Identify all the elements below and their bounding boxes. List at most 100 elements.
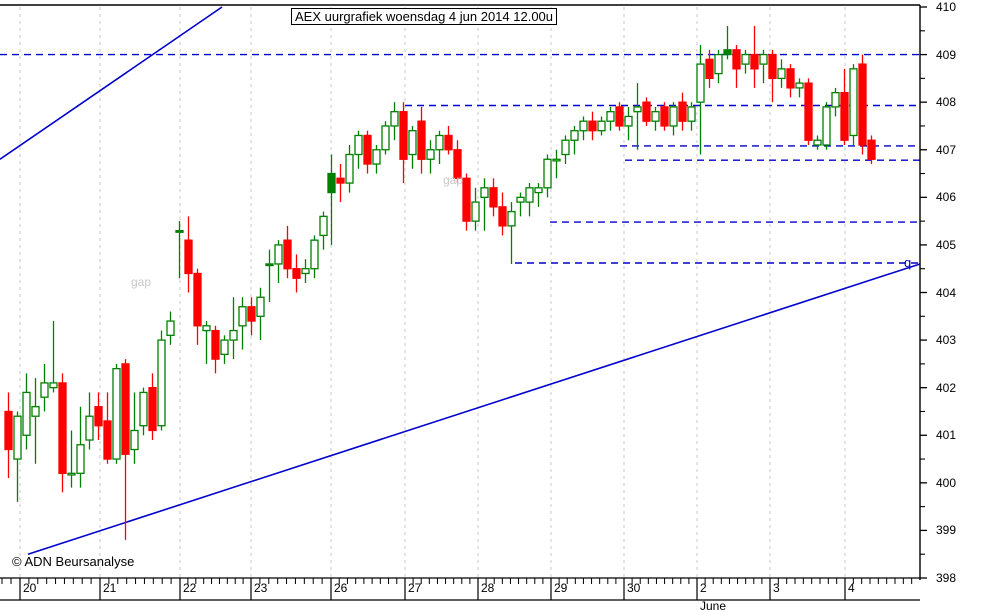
candlestick	[274, 240, 283, 283]
candlestick	[777, 59, 786, 88]
candlestick	[256, 287, 265, 341]
x-tick-label: 29	[554, 581, 568, 595]
trendline-lower-support	[27, 263, 921, 555]
q-trendline-marker: q	[904, 254, 912, 270]
candlestick	[498, 192, 507, 236]
candlestick	[121, 359, 130, 540]
x-tick-label: 20	[23, 581, 37, 595]
x-tick-label: 3	[773, 581, 780, 595]
y-tick-label: 403	[936, 333, 957, 348]
candlestick	[597, 116, 606, 136]
candlestick	[633, 83, 642, 150]
candlesticks-group	[4, 26, 876, 540]
candlestick	[184, 216, 193, 293]
x-tick-label: 28	[481, 581, 495, 595]
candlestick	[588, 111, 597, 141]
candlestick	[408, 125, 417, 169]
y-tick-label: 407	[936, 142, 957, 157]
gap-annotation: gap	[443, 172, 464, 187]
candlestick	[157, 330, 166, 431]
candlestick	[786, 64, 795, 98]
candlestick	[840, 68, 849, 145]
y-tick-label: 410	[936, 0, 957, 14]
candlestick	[741, 49, 750, 74]
trendline-upper-resistance	[0, 6, 223, 160]
candlestick	[624, 106, 633, 141]
candlestick	[372, 144, 381, 174]
candlestick	[229, 297, 238, 360]
candlestick	[453, 140, 462, 184]
candlestick	[507, 202, 516, 264]
gap-annotation: gap	[131, 274, 152, 289]
candlestick	[381, 121, 390, 155]
candlestick	[480, 178, 489, 231]
candlestick	[4, 392, 13, 479]
candlestick	[804, 78, 813, 145]
candlestick	[265, 249, 274, 303]
candlestick	[103, 392, 112, 464]
candlestick	[13, 411, 22, 502]
trendlines-group	[0, 6, 921, 555]
candlestick	[76, 406, 85, 488]
candlestick	[426, 140, 435, 174]
candlestick	[489, 178, 498, 217]
candlestick	[516, 192, 525, 217]
candlestick	[678, 92, 687, 131]
candlestick	[651, 106, 660, 131]
copyright-watermark: © ADN Beursanalyse	[12, 554, 135, 569]
candlestick	[319, 211, 328, 250]
candlestick	[130, 392, 139, 464]
candlestick	[687, 102, 696, 131]
candlestick	[849, 64, 858, 145]
x-axis-month-label: June	[700, 599, 727, 610]
candlestick	[327, 154, 336, 245]
x-tick-label: 26	[334, 581, 348, 595]
candlestick	[813, 135, 822, 150]
y-tick-label: 401	[936, 428, 957, 443]
candlestick	[696, 45, 705, 155]
candlestick	[543, 154, 552, 198]
candlestick	[49, 321, 58, 393]
axes-group	[0, 4, 927, 601]
candlestick	[310, 235, 319, 279]
y-tick-label: 400	[936, 475, 957, 490]
y-tick-label: 399	[936, 523, 957, 538]
x-tick-label: 21	[103, 581, 117, 595]
candlestick	[822, 102, 831, 150]
x-tick-label: 27	[408, 581, 422, 595]
candlestick	[363, 130, 372, 174]
candlestick	[336, 164, 345, 203]
x-tick-label: 2	[700, 581, 707, 595]
candlestick	[166, 311, 175, 345]
candlestick	[345, 144, 354, 193]
y-tick-label: 406	[936, 190, 957, 205]
candlestick	[795, 78, 804, 98]
candlestick	[705, 49, 714, 88]
candlestick	[399, 102, 408, 184]
candlestick	[94, 392, 103, 441]
y-tick-label: 404	[936, 285, 957, 300]
chart-title: AEX uurgrafiek woensdag 4 jun 2014 12.00…	[291, 8, 558, 25]
candlestick	[606, 106, 615, 131]
candlestick	[660, 102, 669, 131]
candlestick	[462, 173, 471, 231]
candlestick	[723, 26, 732, 60]
candlestick	[292, 254, 301, 293]
candlestick	[750, 26, 759, 88]
candlestick	[471, 187, 480, 231]
y-tick-label: 402	[936, 380, 957, 395]
y-tick-label: 405	[936, 237, 957, 252]
candlestick	[417, 106, 426, 174]
candlestick	[579, 116, 588, 141]
candlestick	[759, 49, 768, 84]
candlestick	[58, 373, 67, 493]
y-tick-label: 409	[936, 47, 957, 62]
candlestick	[22, 373, 31, 450]
candlestick	[148, 373, 157, 441]
candlestick	[642, 97, 651, 126]
candlestick	[858, 54, 867, 155]
candlestick	[570, 125, 579, 155]
